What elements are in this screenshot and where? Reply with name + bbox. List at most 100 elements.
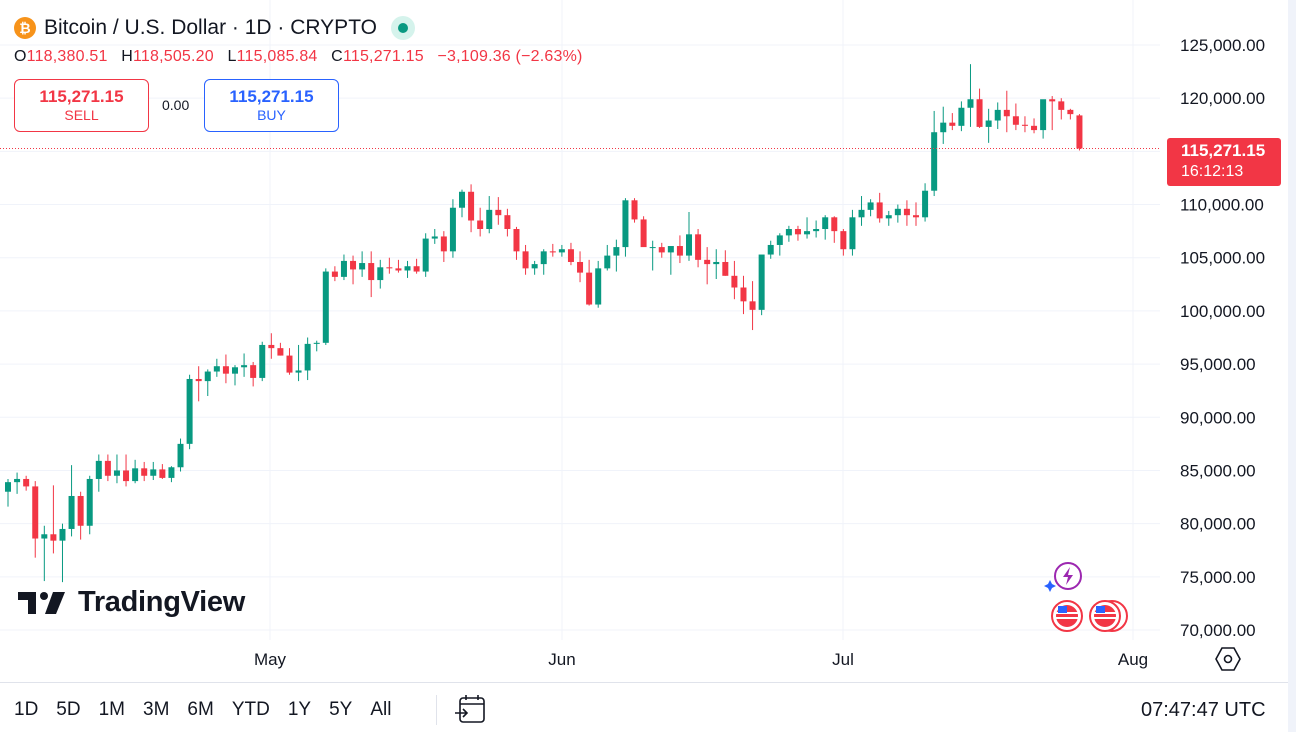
range-6m[interactable]: 6M [187,699,214,720]
candle [313,340,320,352]
range-1d[interactable]: 1D [14,699,39,720]
candle-body [713,261,720,265]
candle-body [304,343,311,371]
candle [1067,108,1074,120]
candle-body [740,287,747,302]
candle [449,199,456,258]
candle-body [577,261,584,273]
buy-button[interactable]: 115,271.15 BUY [204,79,339,132]
candle-body [586,272,593,305]
candle [876,192,883,223]
candle [322,268,329,345]
chart-settings-button[interactable] [1214,646,1242,677]
price-tick-label: 105,000.00 [1180,249,1265,268]
candle [213,358,220,377]
time-tick-label: Jun [548,650,575,669]
candle [722,250,729,276]
candle-body [931,132,938,191]
candle-body [513,229,520,252]
candle-body [449,207,456,252]
candle [14,472,21,494]
candle-body [704,259,711,265]
market-status-icon[interactable] [390,16,415,40]
price-tick-label: 125,000.00 [1180,36,1265,55]
candle-body [277,348,284,356]
candle-body [1003,109,1010,117]
range-3m[interactable]: 3M [143,699,170,720]
candle-body [731,275,738,288]
candle-body [250,365,257,378]
candle-body [613,247,620,256]
candle [23,475,30,491]
candle-body [495,209,502,216]
candle [622,198,629,257]
candle-body [268,344,275,349]
price-tick-label: 85,000.00 [1180,461,1256,480]
candle [95,454,102,492]
range-5d[interactable]: 5D [56,699,81,720]
candle-body [50,534,57,541]
candle-body [885,215,892,219]
candle-body [331,271,338,277]
tradingview-logo[interactable]: TradingView [18,586,245,619]
candle-body [59,528,66,541]
low-label: L [227,48,237,65]
scrollbar[interactable] [1288,0,1296,732]
candle [1003,90,1010,133]
candle [440,231,447,262]
candle-body [295,370,302,373]
candle-body [595,268,602,305]
events-icons[interactable] [1044,560,1136,641]
candle-body [395,268,402,271]
candle-body [804,231,811,235]
sell-button[interactable]: 115,271.15 SELL [14,79,149,132]
last-price-label: 115,271.15 [1181,141,1266,160]
candle [749,281,756,331]
candle [123,454,130,487]
clock-utc[interactable]: 07:47:47 UTC [1141,699,1266,721]
symbol-title[interactable]: Bitcoin / U.S. Dollar · 1D · CRYPTO [44,16,377,39]
candle [931,110,938,197]
time-tick-label: Jul [832,650,854,669]
candle-body [776,235,783,245]
range-ytd[interactable]: YTD [231,699,270,720]
candle [340,254,347,281]
candle [104,454,111,482]
price-tick-label: 90,000.00 [1180,408,1256,427]
candle-body [1040,99,1047,131]
candle [395,259,402,273]
candle-body [68,495,75,529]
buy-price: 115,271.15 [229,87,314,106]
range-1m[interactable]: 1M [98,699,125,720]
candle [350,255,357,285]
candle [577,251,584,283]
candle [431,229,438,244]
range-5y[interactable]: 5Y [329,699,353,720]
go-to-date-button[interactable] [454,694,486,729]
candle-body [913,215,919,218]
candle-body [150,469,157,476]
candle-body [504,215,511,230]
candle-body [667,246,674,253]
candle [495,197,502,225]
candle [41,525,48,582]
candle-body [604,255,611,269]
candle [758,254,765,316]
candle [567,242,574,266]
candle-body [386,267,393,269]
candle [1031,118,1038,134]
candle-body [767,244,774,255]
candle-body [976,99,983,127]
range-buttons: 1D 5D 1M 3M 6M YTD 1Y 5Y All [14,699,409,721]
candle-body [658,247,665,253]
candle-body [922,190,929,218]
candle [913,202,919,226]
candle-body [785,229,792,236]
candle [422,233,429,277]
candle [259,341,266,382]
candle-body [549,251,556,253]
price-chart[interactable]: 125,000.00120,000.00115,000.00110,000.00… [0,0,1288,682]
range-1y[interactable]: 1Y [287,699,312,720]
candle-body [286,355,293,373]
range-all[interactable]: All [370,699,392,720]
